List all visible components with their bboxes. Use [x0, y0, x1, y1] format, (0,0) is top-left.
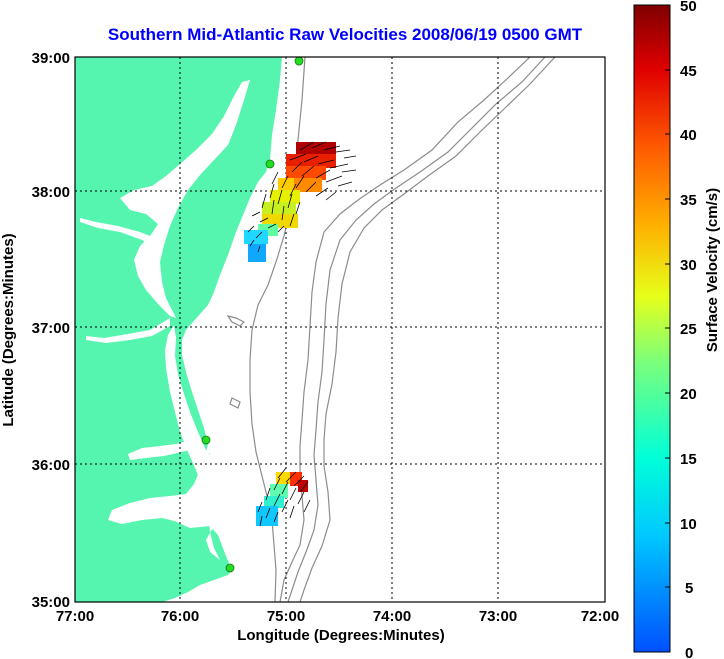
map-plot-area: [74, 56, 606, 603]
contour-canyon: [226, 315, 246, 327]
velocity-cell: [286, 154, 336, 168]
contour-shoal: [229, 397, 241, 409]
colorbar-tick-label: 25: [680, 321, 697, 338]
potomac-river: [80, 218, 160, 248]
colorbar-tick-label: 30: [680, 257, 697, 274]
velocity-cell: [270, 484, 288, 498]
contour-slope: [287, 57, 546, 602]
colorbar-tick-label: 10: [680, 516, 697, 533]
x-tick-label: 75:00: [267, 608, 305, 625]
velocity-cell: [270, 190, 300, 204]
plot-frame: [74, 56, 606, 603]
x-tick-label: 73:00: [479, 608, 517, 625]
velocity-cell: [244, 230, 268, 244]
station-marker: [225, 563, 235, 573]
james-river: [86, 318, 170, 343]
velocity-cell: [296, 142, 336, 156]
x-tick-label: 77:00: [56, 608, 94, 625]
station-marker: [265, 159, 275, 169]
colorbar-tick-label: 50: [680, 0, 697, 15]
pamlico-sound: [108, 470, 220, 560]
y-tick-label: 36:00: [32, 457, 70, 474]
contour-shelf-break: [279, 57, 531, 602]
colorbar-tick-label: 5: [685, 580, 693, 597]
colorbar-tick-label: 20: [680, 386, 697, 403]
velocity-arrows: [247, 141, 357, 527]
velocity-cell: [262, 202, 296, 216]
chesapeake-bay: [120, 80, 250, 318]
colorbar-tick-label: 40: [680, 127, 697, 144]
radar-stations: [201, 57, 304, 573]
colorbar-tick-label: 0: [685, 645, 693, 659]
albemarle-sound: [128, 440, 196, 460]
grid: [75, 57, 605, 602]
y-tick-label: 39:00: [32, 50, 70, 67]
y-tick-label: 35:00: [32, 594, 70, 611]
x-tick-label: 74:00: [373, 608, 411, 625]
colorbar-label: Surface Velocity (cm/s): [704, 188, 721, 352]
contour-slope-deep: [299, 57, 556, 602]
velocity-field-delmarva: [244, 142, 336, 262]
x-axis-label: Longitude (Degrees:Minutes): [237, 627, 445, 644]
y-axis-label: Latitude (Degrees:Minutes): [0, 233, 17, 426]
figure-title: Southern Mid-Atlantic Raw Velocities 200…: [108, 25, 583, 44]
x-tick-label: 72:00: [581, 608, 619, 625]
velocity-cell: [264, 496, 284, 508]
x-tick-label: 76:00: [161, 608, 199, 625]
colorbar-gradient: [633, 4, 671, 653]
station-marker: [294, 57, 304, 66]
station-marker: [201, 435, 211, 445]
land-mass: [75, 57, 282, 602]
colorbar-ticks: [665, 4, 670, 653]
colorbar-tick-label: 35: [680, 192, 697, 209]
colorbar-tick-label: 15: [680, 451, 697, 468]
y-tick-label: 38:00: [32, 184, 70, 201]
velocity-cell: [248, 244, 266, 262]
colorbar-tick-label: 45: [680, 63, 697, 80]
y-tick-label: 37:00: [32, 320, 70, 337]
y-axis: 39:00 38:00 37:00 36:00 35:00 Latitude (…: [0, 50, 70, 611]
outer-banks-lagoon: [204, 440, 230, 556]
colorbar: 50 45 40 35 30 25 20 15 10 5 0 Surface V…: [633, 0, 721, 659]
x-axis: 77:00 76:00 75:00 74:00 73:00 72:00 Long…: [56, 608, 619, 644]
velocity-cell: [298, 480, 308, 492]
velocity-cell: [292, 178, 322, 192]
